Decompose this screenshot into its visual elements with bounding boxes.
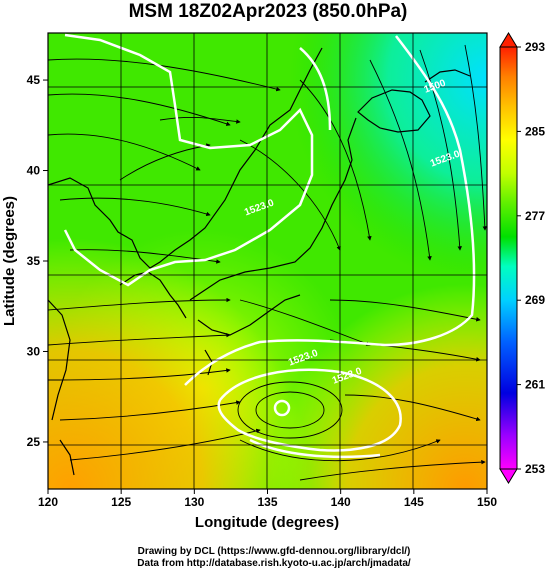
colorbar-min-arrow xyxy=(499,468,518,484)
colorbar-tick-label: 285 xyxy=(525,124,545,138)
credit-data: Data from http://database.rish.kyoto-u.a… xyxy=(137,558,411,569)
y-tick-label: 45 xyxy=(27,73,41,87)
x-tick-label: 130 xyxy=(184,495,204,509)
x-tick-label: 125 xyxy=(111,495,131,509)
colorbar-tick-label: 293 xyxy=(525,40,545,54)
x-tick-label: 140 xyxy=(331,495,351,509)
credit-drawing: Drawing by DCL (https://www.gfd-dennou.o… xyxy=(137,546,411,557)
y-axis-label: Latitude (degrees) xyxy=(1,196,18,326)
colorbar-max-arrow xyxy=(499,32,518,48)
coastlines xyxy=(48,47,471,476)
x-tick-label: 145 xyxy=(404,495,424,509)
x-axis-label: Longitude (degrees) xyxy=(195,514,339,531)
y-tick-label: 40 xyxy=(27,164,41,178)
x-tick-label: 150 xyxy=(477,495,497,509)
colorbar-scale xyxy=(499,46,518,470)
wind-streamlines xyxy=(48,44,487,481)
colorbar-ticks: 253 261 269 277 285 293 xyxy=(517,40,545,476)
y-tick-label: 30 xyxy=(27,344,41,358)
colorbar-tick-label: 269 xyxy=(525,293,545,307)
y-tick-label: 35 xyxy=(27,254,41,268)
colorbar: 253 261 269 277 285 293 xyxy=(499,32,545,484)
colorbar-tick-label: 277 xyxy=(525,209,545,223)
x-tick-label: 135 xyxy=(257,495,277,509)
chart-title: MSM 18Z02Apr2023 (850.0hPa) xyxy=(129,1,408,22)
axis-ticks: 120 125 130 135 140 145 150 25 30 35 40 45 xyxy=(27,73,498,509)
x-tick-label: 120 xyxy=(38,495,58,509)
colorbar-tick-label: 261 xyxy=(525,378,545,392)
height-contours xyxy=(63,33,476,459)
y-tick-label: 25 xyxy=(27,435,41,449)
latlon-grid xyxy=(48,33,487,489)
cold-region-northeast xyxy=(48,33,487,489)
colorbar-tick-label: 253 xyxy=(525,462,545,476)
